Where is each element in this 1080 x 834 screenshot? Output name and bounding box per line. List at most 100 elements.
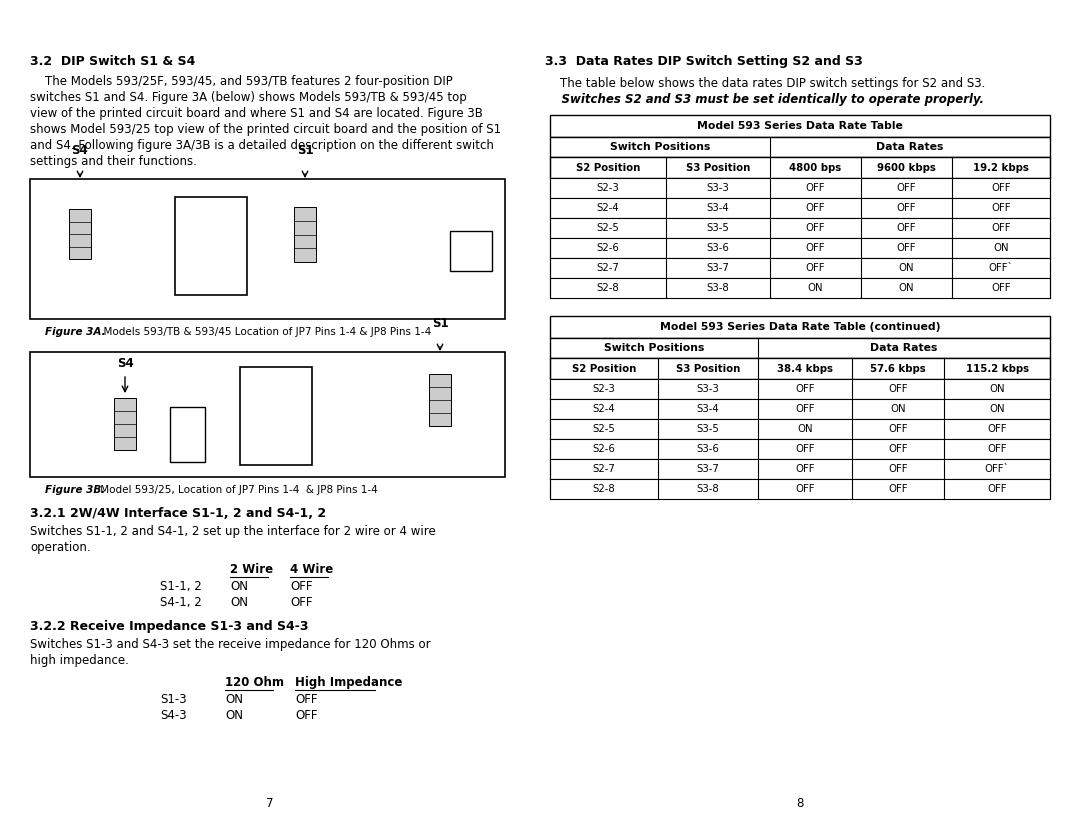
Text: Data Rates: Data Rates bbox=[870, 343, 937, 353]
Text: S3-5: S3-5 bbox=[697, 424, 719, 434]
Text: ON: ON bbox=[230, 596, 248, 609]
Text: S3-6: S3-6 bbox=[706, 243, 729, 253]
Text: S3-8: S3-8 bbox=[697, 484, 719, 494]
Text: Model 593 Series Data Rate Table: Model 593 Series Data Rate Table bbox=[697, 121, 903, 131]
Text: 57.6 kbps: 57.6 kbps bbox=[870, 364, 927, 374]
Text: S3-6: S3-6 bbox=[697, 444, 719, 454]
Bar bbox=[550, 439, 1050, 459]
Text: S3-3: S3-3 bbox=[697, 384, 719, 394]
Text: OFF: OFF bbox=[991, 183, 1011, 193]
Bar bbox=[550, 278, 1050, 298]
Bar bbox=[550, 137, 1050, 157]
Text: OFF: OFF bbox=[291, 596, 312, 609]
Text: S2-7: S2-7 bbox=[596, 263, 620, 273]
Text: OFF: OFF bbox=[295, 693, 318, 706]
Bar bbox=[550, 419, 1050, 439]
Text: S3-5: S3-5 bbox=[706, 223, 729, 233]
Text: S2-4: S2-4 bbox=[593, 404, 616, 414]
Text: Switch Positions: Switch Positions bbox=[610, 142, 710, 152]
Text: OFF: OFF bbox=[291, 580, 312, 593]
Text: 2 Wire: 2 Wire bbox=[230, 563, 273, 576]
Bar bbox=[550, 115, 1050, 137]
Text: Figure 3B.: Figure 3B. bbox=[45, 485, 105, 495]
Text: S2 Position: S2 Position bbox=[572, 364, 636, 374]
Text: Model 593 Series Data Rate Table (continued): Model 593 Series Data Rate Table (contin… bbox=[660, 322, 941, 332]
Bar bbox=[429, 374, 451, 426]
Text: OFF: OFF bbox=[806, 203, 825, 213]
Text: OFF: OFF bbox=[795, 464, 814, 474]
Text: S3 Position: S3 Position bbox=[676, 364, 740, 374]
Bar bbox=[550, 459, 1050, 479]
Text: 7: 7 bbox=[267, 797, 273, 810]
Text: High Impedance: High Impedance bbox=[295, 676, 403, 689]
Text: OFF: OFF bbox=[987, 444, 1007, 454]
Bar bbox=[175, 197, 247, 295]
Bar bbox=[114, 398, 136, 450]
Text: 3.2.1 2W/4W Interface S1-1, 2 and S4-1, 2: 3.2.1 2W/4W Interface S1-1, 2 and S4-1, … bbox=[30, 507, 326, 520]
Text: 4800 bps: 4800 bps bbox=[789, 163, 841, 173]
Text: 115.2 kbps: 115.2 kbps bbox=[966, 364, 1029, 374]
Text: S3-7: S3-7 bbox=[706, 263, 729, 273]
Text: S3-8: S3-8 bbox=[706, 283, 729, 293]
Text: S3-3: S3-3 bbox=[706, 183, 729, 193]
Text: OFF: OFF bbox=[795, 404, 814, 414]
Text: OFF`: OFF` bbox=[988, 263, 1013, 273]
Text: 3.2  DIP Switch S1 & S4: 3.2 DIP Switch S1 & S4 bbox=[30, 55, 195, 68]
Text: OFF: OFF bbox=[889, 424, 908, 434]
Text: operation.: operation. bbox=[30, 541, 91, 554]
Text: S2-3: S2-3 bbox=[593, 384, 616, 394]
Text: 120 Ohm: 120 Ohm bbox=[225, 676, 284, 689]
Bar bbox=[550, 358, 1050, 379]
Text: S1: S1 bbox=[432, 317, 448, 330]
Text: Switches S2 and S3 must be set identically to operate properly.: Switches S2 and S3 must be set identical… bbox=[545, 93, 984, 106]
Text: OFF: OFF bbox=[889, 484, 908, 494]
Text: S3-4: S3-4 bbox=[706, 203, 729, 213]
Text: Data Rates: Data Rates bbox=[876, 142, 944, 152]
Text: Switches S1-1, 2 and S4-1, 2 set up the interface for 2 wire or 4 wire: Switches S1-1, 2 and S4-1, 2 set up the … bbox=[30, 525, 435, 538]
Bar bbox=[170, 407, 205, 462]
Bar bbox=[550, 218, 1050, 238]
Text: S4-1, 2: S4-1, 2 bbox=[160, 596, 202, 609]
Bar bbox=[240, 367, 312, 465]
Text: OFF: OFF bbox=[795, 444, 814, 454]
Text: OFF: OFF bbox=[991, 203, 1011, 213]
Text: S1: S1 bbox=[297, 144, 313, 157]
Bar bbox=[550, 178, 1050, 198]
Text: OFF: OFF bbox=[896, 243, 916, 253]
Text: high impedance.: high impedance. bbox=[30, 654, 129, 667]
Text: ON: ON bbox=[890, 404, 906, 414]
Text: S2-5: S2-5 bbox=[596, 223, 620, 233]
Text: settings and their functions.: settings and their functions. bbox=[30, 155, 197, 168]
Text: OFF: OFF bbox=[806, 223, 825, 233]
Text: OFF: OFF bbox=[889, 384, 908, 394]
Text: switches S1 and S4. Figure 3A (below) shows Models 593/TB & 593/45 top: switches S1 and S4. Figure 3A (below) sh… bbox=[30, 91, 467, 104]
Text: Model 593/25, Location of JP7 Pins 1-4  & JP8 Pins 1-4: Model 593/25, Location of JP7 Pins 1-4 &… bbox=[97, 485, 378, 495]
Text: ON: ON bbox=[230, 580, 248, 593]
Bar bbox=[550, 157, 1050, 178]
Text: OFF: OFF bbox=[991, 283, 1011, 293]
Text: ON: ON bbox=[989, 384, 1005, 394]
Bar bbox=[30, 352, 505, 477]
Text: OFF: OFF bbox=[806, 243, 825, 253]
Text: The table below shows the data rates DIP switch settings for S2 and S3.: The table below shows the data rates DIP… bbox=[545, 77, 985, 90]
Bar bbox=[550, 379, 1050, 399]
Text: S3-7: S3-7 bbox=[697, 464, 719, 474]
Text: ON: ON bbox=[993, 243, 1009, 253]
Text: 4 Wire: 4 Wire bbox=[291, 563, 334, 576]
Text: Figure 3A.: Figure 3A. bbox=[45, 327, 106, 337]
Text: S1-3: S1-3 bbox=[160, 693, 187, 706]
Text: 38.4 kbps: 38.4 kbps bbox=[777, 364, 833, 374]
Text: OFF: OFF bbox=[806, 263, 825, 273]
Bar bbox=[30, 179, 505, 319]
Text: OFF: OFF bbox=[806, 183, 825, 193]
Text: S2 Position: S2 Position bbox=[576, 163, 640, 173]
Text: OFF: OFF bbox=[795, 384, 814, 394]
Text: ON: ON bbox=[225, 693, 243, 706]
Text: 9600 kbps: 9600 kbps bbox=[877, 163, 935, 173]
Text: OFF: OFF bbox=[295, 709, 318, 722]
Text: S2-8: S2-8 bbox=[593, 484, 616, 494]
Bar bbox=[550, 238, 1050, 258]
Text: OFF: OFF bbox=[896, 183, 916, 193]
Text: S2-8: S2-8 bbox=[597, 283, 620, 293]
Text: shows Model 593/25 top view of the printed circuit board and the position of S1: shows Model 593/25 top view of the print… bbox=[30, 123, 501, 136]
